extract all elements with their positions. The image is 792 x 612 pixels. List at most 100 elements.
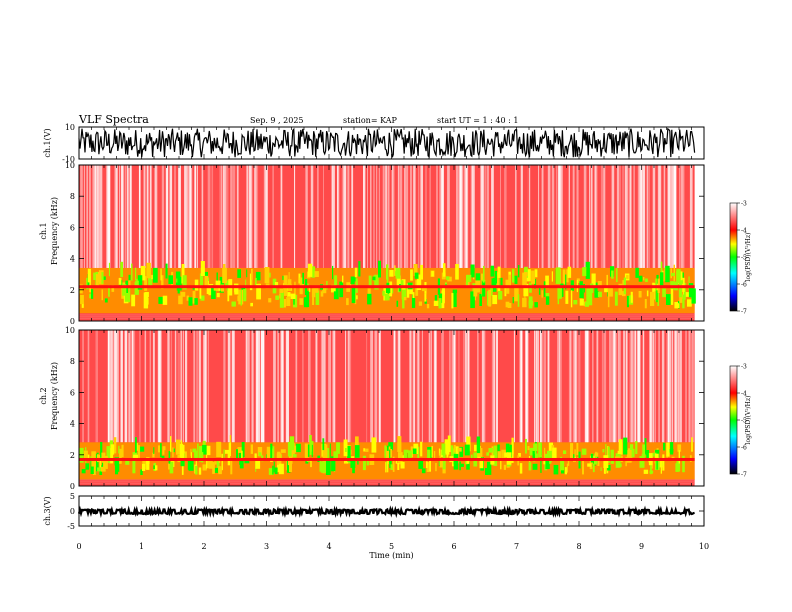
s2-band-cell — [500, 458, 502, 470]
s1-streak — [527, 165, 529, 268]
s2-streak — [82, 330, 84, 443]
s1-band-cell — [583, 284, 585, 293]
s1-colorbar-tick-label: -7 — [741, 309, 747, 316]
s2-streak — [397, 330, 401, 443]
s2-band-cell — [390, 464, 395, 470]
s2-band-cell — [333, 451, 338, 460]
s1-streak — [568, 165, 570, 268]
s1-band-cell — [89, 293, 92, 299]
s2-band-cell — [610, 449, 614, 464]
s1-band-cell — [606, 274, 608, 290]
s2-band-cell — [431, 445, 433, 458]
s1-streak — [404, 165, 406, 268]
s2-ytick-label: 0 — [70, 482, 75, 491]
s1-band-cell — [251, 268, 253, 280]
s2-streak — [274, 330, 276, 443]
s2-band-cell — [504, 452, 509, 458]
s1-streak — [397, 165, 400, 268]
s1-band-cell — [675, 303, 680, 308]
s1-band-cell — [534, 269, 538, 278]
s2-band-cell — [181, 459, 184, 475]
s1-streak — [226, 165, 229, 268]
s2-band-cell — [479, 457, 484, 469]
s1-streak — [657, 165, 659, 268]
s1-band-cell — [216, 272, 218, 282]
s1-band-cell — [517, 294, 520, 307]
s1-band-cell — [98, 270, 104, 285]
s1-band-cell — [279, 291, 284, 308]
s1-band-cell — [656, 290, 658, 303]
s2-band-cell — [320, 461, 326, 473]
s2-streak — [468, 330, 470, 443]
s2-band-cell — [625, 456, 627, 467]
s2-band-cell — [630, 444, 634, 452]
s1-streak — [441, 165, 444, 268]
s1-streak — [595, 165, 598, 268]
s1-streak — [280, 165, 283, 268]
s1-streak — [256, 165, 259, 268]
s1-band-cell — [414, 272, 419, 279]
s2-band-cell — [410, 446, 413, 451]
s1-streak — [344, 165, 346, 268]
s1-band-cell — [582, 267, 587, 277]
s2-streak — [642, 330, 644, 443]
s1-ytick-label: 10 — [65, 161, 75, 170]
s2-band-cell — [194, 450, 197, 460]
s1-band-cell — [346, 298, 349, 306]
s2-band-cell — [666, 453, 668, 461]
s2-band-cell — [162, 446, 165, 455]
s1-band-cell — [80, 295, 84, 305]
s1-band-cell — [545, 293, 550, 297]
s1-band-cell — [650, 291, 655, 306]
s1-streak — [486, 165, 489, 268]
s2-streak — [159, 330, 162, 443]
s2-streak — [418, 330, 420, 443]
s2-band-cell — [225, 449, 230, 454]
s1-band-cell — [555, 267, 561, 284]
s1-band-cell — [452, 289, 458, 294]
s2-band-cell — [386, 446, 391, 458]
s1-band-cell — [505, 301, 510, 308]
s2-band-cell — [572, 454, 575, 460]
s1-streak — [344, 165, 347, 268]
s1-band-cell — [200, 261, 205, 276]
s1-band-cell — [490, 265, 495, 277]
s2-band-cell — [466, 459, 470, 464]
s1-streak — [556, 165, 557, 268]
s1-band-cell — [470, 264, 475, 278]
s1-band-cell — [607, 290, 610, 308]
s2-band-cell — [421, 468, 426, 474]
s1-band-cell — [500, 277, 503, 287]
s1-band-cell — [194, 298, 198, 305]
s2-streak — [111, 330, 114, 443]
s1-streak — [373, 165, 375, 268]
s1-streak — [594, 165, 597, 268]
s2-band-cell — [125, 460, 130, 465]
s2-band-cell — [343, 439, 348, 457]
s1-band-cell — [98, 272, 101, 282]
s1-streak — [484, 165, 486, 268]
s1-streak — [347, 165, 349, 268]
s1-band-cell — [396, 275, 401, 286]
s2-band-cell — [525, 438, 527, 454]
s2-streak — [613, 330, 617, 443]
s2-band-cell — [132, 456, 136, 474]
s1-band-cell — [298, 273, 301, 284]
s2-band-cell — [142, 463, 146, 471]
s1-band-cell — [87, 268, 91, 283]
s1-band-cell — [657, 300, 659, 306]
s2-band-cell — [304, 443, 309, 460]
s1-band-cell — [683, 282, 686, 300]
s2-band-cell — [392, 456, 395, 472]
s2-streak — [520, 330, 523, 443]
s1-band-cell — [508, 274, 511, 286]
s1-band-cell — [483, 265, 485, 283]
s1-band-cell — [146, 298, 149, 305]
s1-streak — [436, 165, 438, 268]
s2-band-cell — [100, 442, 103, 458]
s1-streak — [225, 165, 227, 268]
s2-band-cell — [574, 449, 576, 461]
s1-streak — [659, 165, 662, 268]
time-axis-label: Time (min) — [369, 551, 413, 560]
